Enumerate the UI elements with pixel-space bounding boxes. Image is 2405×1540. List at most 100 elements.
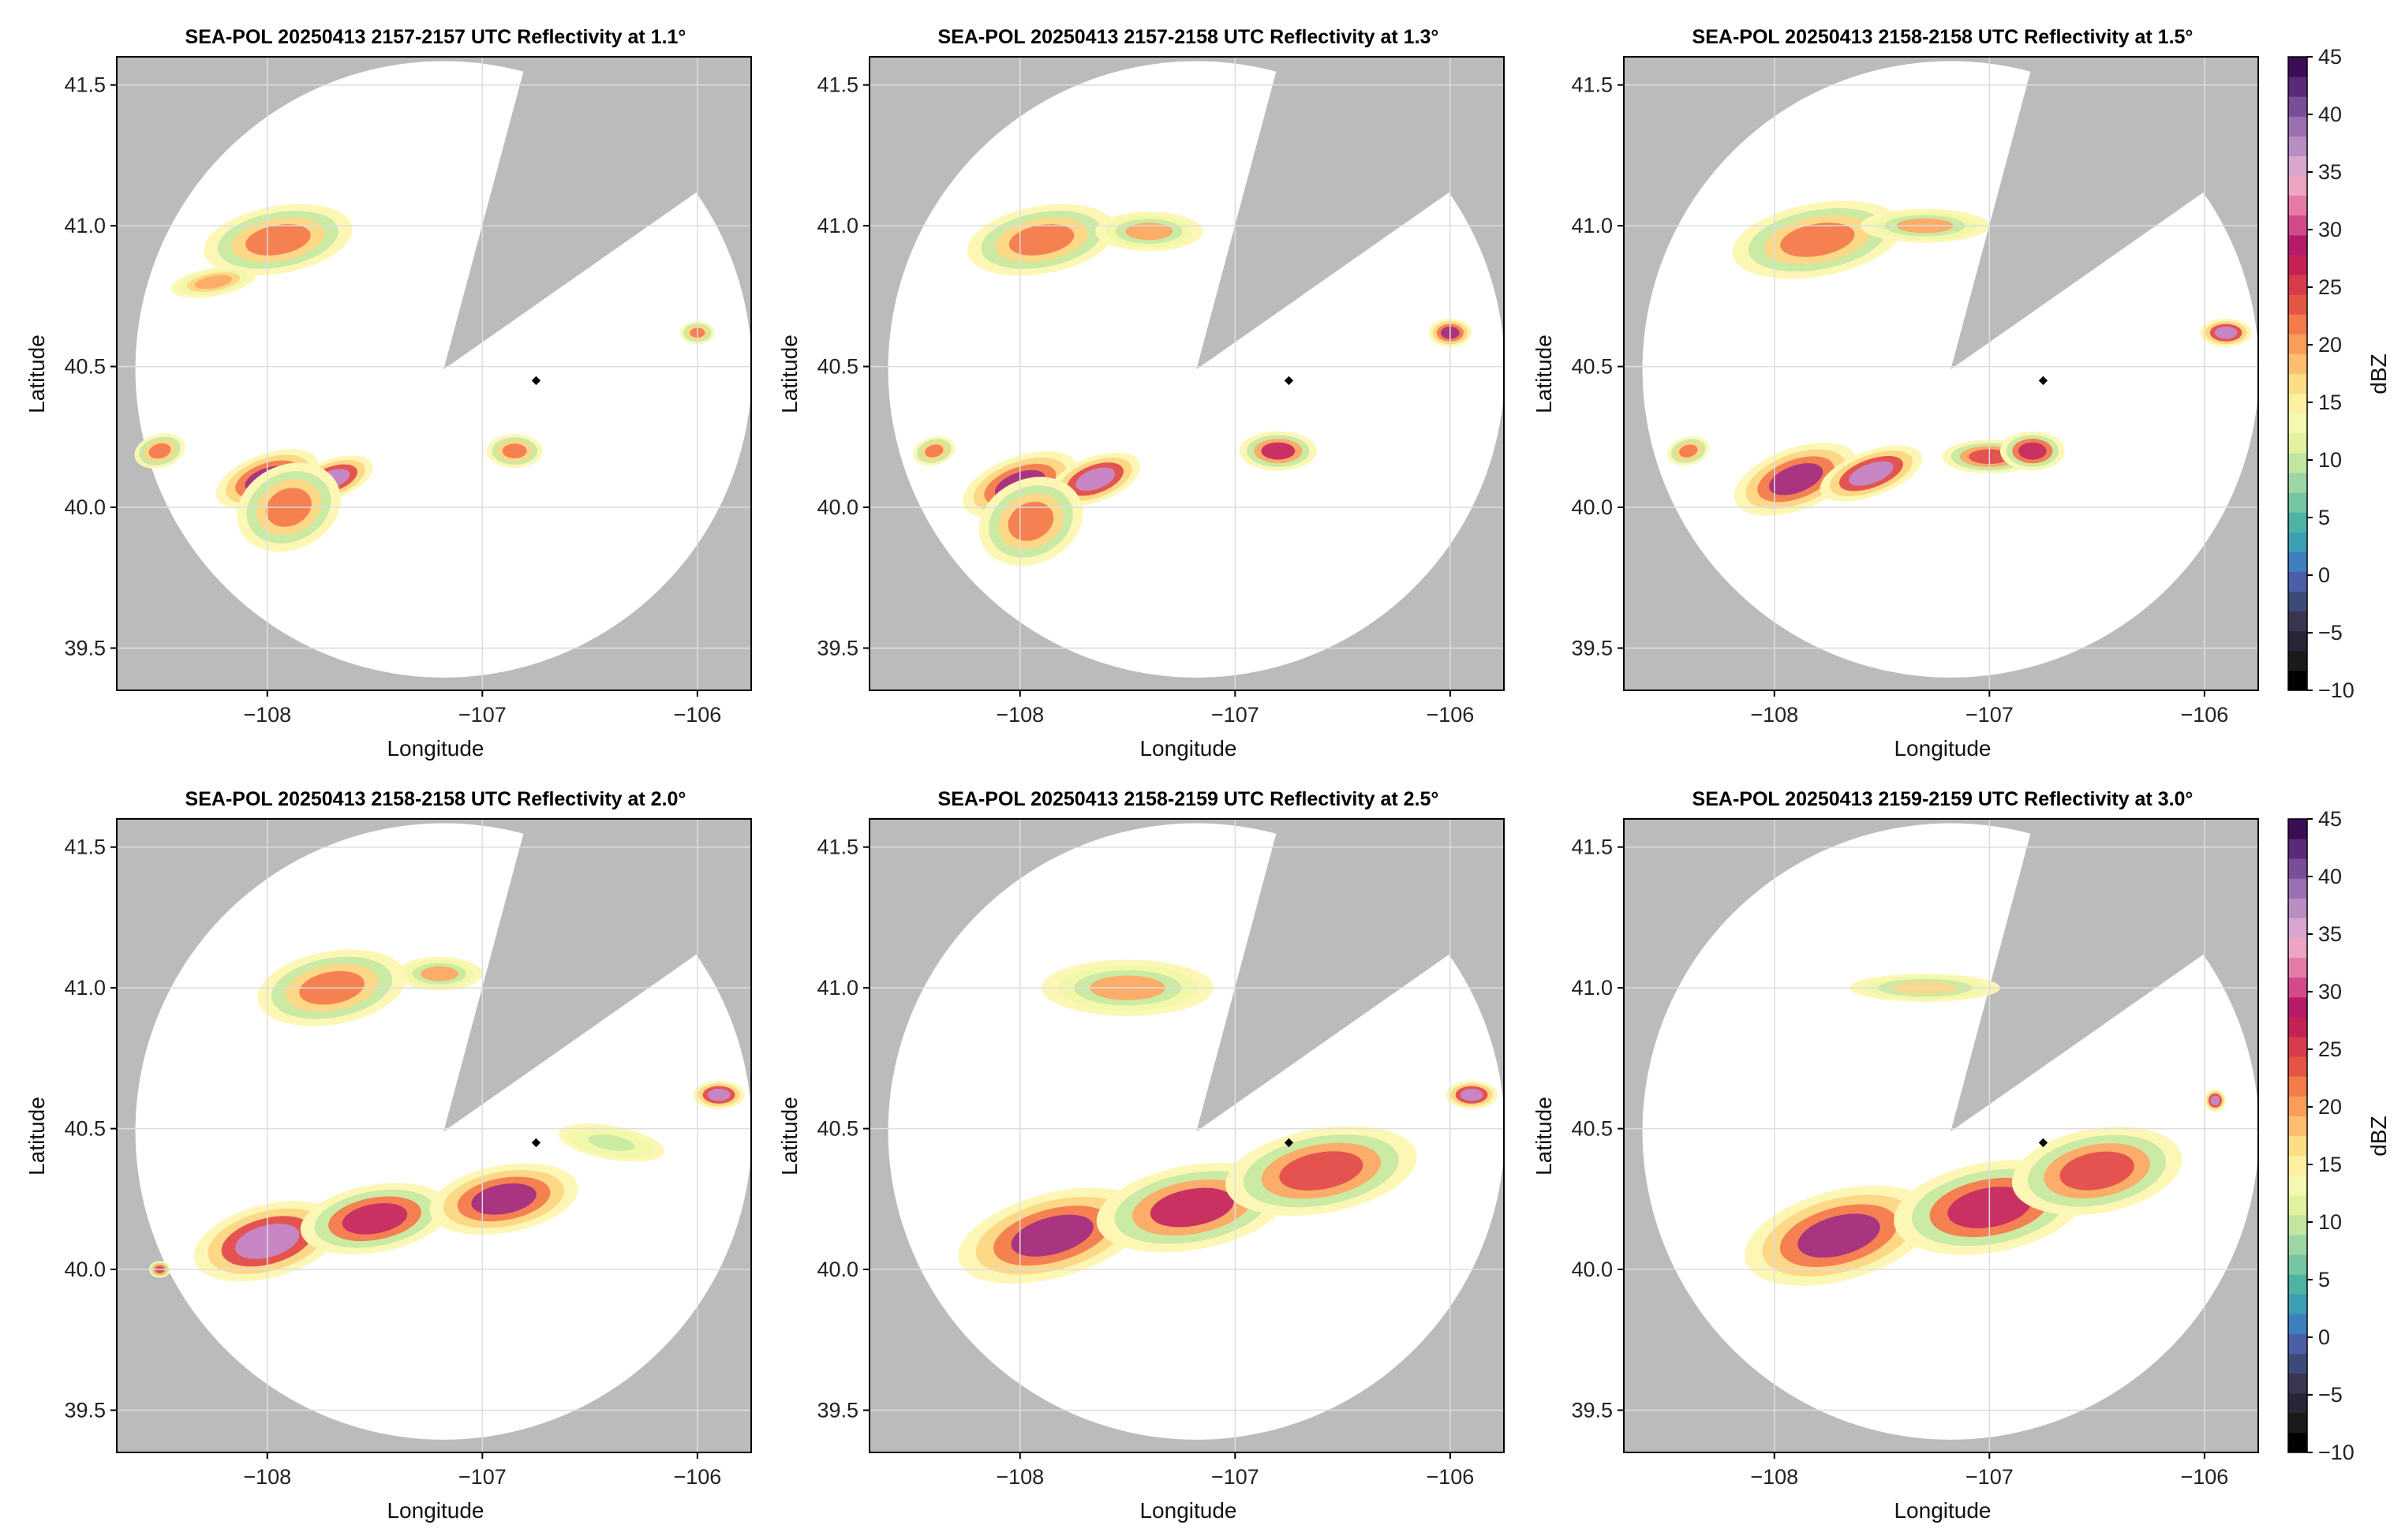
colorbar-swatch (2288, 1234, 2307, 1255)
x-tick-label: −108 (996, 1465, 1044, 1489)
colorbar-swatch (2288, 878, 2307, 899)
reflectivity-echo (471, 1183, 537, 1215)
x-axis-label: Longitude (387, 1498, 484, 1523)
reflectivity-echo (502, 443, 527, 459)
y-tick-label: 39.5 (64, 1398, 106, 1422)
colorbar-tick-label: 35 (2318, 922, 2342, 946)
x-axis-label: Longitude (1894, 736, 1991, 761)
reflectivity-echo (2059, 1151, 2134, 1191)
colorbar-swatch (2288, 1412, 2307, 1433)
y-tick-label: 41.0 (64, 976, 106, 1000)
reflectivity-echo (245, 224, 311, 256)
y-tick-label: 40.5 (817, 355, 858, 379)
radar-site-marker (2038, 376, 2048, 386)
colorbar-swatch (2288, 155, 2307, 177)
colorbar-swatch (2288, 670, 2307, 691)
x-tick-label: −107 (1211, 703, 1259, 727)
y-axis-label: Latitude (777, 1097, 802, 1176)
plot-area: −108 −107 −106 39.5 40.0 40.5 41.0 41.5 (64, 56, 752, 727)
x-tick-label: −107 (1966, 1465, 2014, 1489)
reflectivity-echo (1261, 442, 1296, 460)
colorbar-swatch (2288, 472, 2307, 493)
x-tick-label: −107 (458, 1465, 507, 1489)
x-tick-label: −107 (1211, 1465, 1259, 1489)
colorbar-tick-label: −5 (2318, 1383, 2343, 1407)
reflectivity-echo (1011, 1214, 1094, 1257)
y-axis-label: Latitude (24, 1097, 49, 1176)
y-tick-label: 40.0 (817, 495, 858, 519)
colorbar-swatch (2288, 492, 2307, 513)
x-tick-label: −106 (1426, 1465, 1474, 1489)
x-tick-label: −108 (243, 703, 291, 727)
colorbar-tick-label: 10 (2318, 1210, 2342, 1234)
colorbar-label: dBZ (2366, 353, 2391, 394)
colorbar-swatch (2288, 898, 2307, 918)
colorbar-swatch (2288, 353, 2307, 374)
colorbar-tick-label: 15 (2318, 1153, 2342, 1176)
colorbar-tick-label: 40 (2318, 103, 2342, 126)
y-tick-label: 41.0 (64, 214, 106, 237)
reflectivity-echo (1768, 463, 1823, 495)
plot-area: −108 −107 −106 39.5 40.0 40.5 41.0 41.5 (1571, 56, 2259, 727)
echo-layer (913, 204, 1472, 566)
x-tick-label: −107 (1966, 703, 2014, 727)
colorbar-swatch (2288, 175, 2307, 196)
x-tick-label: −108 (996, 703, 1044, 727)
y-tick-label: 41.0 (1571, 214, 1613, 237)
y-tick-label: 41.5 (1571, 835, 1613, 859)
colorbar-swatch (2288, 1294, 2307, 1314)
plot-area: −108 −107 −106 39.5 40.0 40.5 41.0 41.5 (817, 56, 1505, 727)
colorbar-swatch (2288, 937, 2307, 959)
echo-layer (148, 949, 745, 1282)
reflectivity-echo (195, 275, 233, 290)
reflectivity-echo (1797, 1213, 1880, 1258)
y-axis-label: Latitude (1532, 1097, 1556, 1176)
colorbar-tick-label: 0 (2318, 563, 2330, 587)
colorbar-top: dBZ −10 −5 0 5 10 15 20 25 30 35 40 45 (2287, 45, 2391, 702)
y-tick-label: 39.5 (817, 1398, 858, 1422)
colorbar-tick-label: 5 (2318, 1268, 2330, 1291)
radar-scan-coverage (888, 823, 1504, 1440)
plot-area: −108 −107 −106 39.5 40.0 40.5 41.0 41.5 (1571, 818, 2259, 1489)
colorbar-tick-label: 20 (2318, 1095, 2342, 1119)
plot-frame (116, 818, 752, 1453)
colorbar-swatch (2288, 1373, 2307, 1394)
plot-area: −108 −107 −106 39.5 40.0 40.5 41.0 41.5 (64, 818, 752, 1489)
colorbar-swatch (2288, 1037, 2307, 1057)
reflectivity-echo (2018, 442, 2047, 460)
plot-frame (1623, 56, 2259, 691)
colorbar-tick-label: 45 (2318, 45, 2342, 69)
reflectivity-echo (1008, 502, 1054, 541)
plot-frame (1623, 818, 2259, 1453)
reflectivity-echo (1679, 444, 1698, 458)
colorbar-swatch (2288, 1056, 2307, 1077)
x-tick-label: −106 (673, 1465, 721, 1489)
radar-site-marker (1284, 1138, 1294, 1148)
colorbar-tick-label: 25 (2318, 1037, 2342, 1061)
panel-title: SEA-POL 20250413 2158-2159 UTC Reflectiv… (938, 788, 1439, 810)
y-axis-label: Latitude (777, 335, 802, 413)
x-tick-label: −107 (458, 703, 507, 727)
colorbar-swatch (2288, 1214, 2307, 1235)
radar-site-marker (1284, 376, 1294, 386)
panel-title: SEA-POL 20250413 2157-2157 UTC Reflectiv… (185, 26, 686, 48)
colorbar-swatch (2288, 1274, 2307, 1295)
colorbar-swatch (2288, 1096, 2307, 1116)
panel-5: SEA-POL 20250413 2158-2159 UTC Reflectiv… (777, 788, 1505, 1523)
y-tick-label: 40.0 (64, 495, 106, 519)
colorbar-tick-label: −5 (2318, 621, 2343, 645)
colorbar-tick-label: 45 (2318, 807, 2342, 831)
reflectivity-echo (2214, 326, 2238, 339)
reflectivity-echo (588, 1134, 635, 1152)
colorbar-label: dBZ (2366, 1116, 2391, 1156)
reflectivity-echo (1008, 224, 1075, 256)
colorbar-swatch (2288, 611, 2307, 632)
panel-6: SEA-POL 20250413 2159-2159 UTC Reflectiv… (1532, 788, 2259, 1523)
colorbar-tick-label: 20 (2318, 333, 2342, 357)
reflectivity-echo (707, 1088, 731, 1101)
y-tick-label: 41.5 (817, 73, 858, 97)
reflectivity-echo (1780, 222, 1855, 257)
x-axis-label: Longitude (387, 736, 484, 761)
colorbar-swatch (2288, 819, 2307, 839)
y-axis-label: Latitude (24, 335, 49, 413)
